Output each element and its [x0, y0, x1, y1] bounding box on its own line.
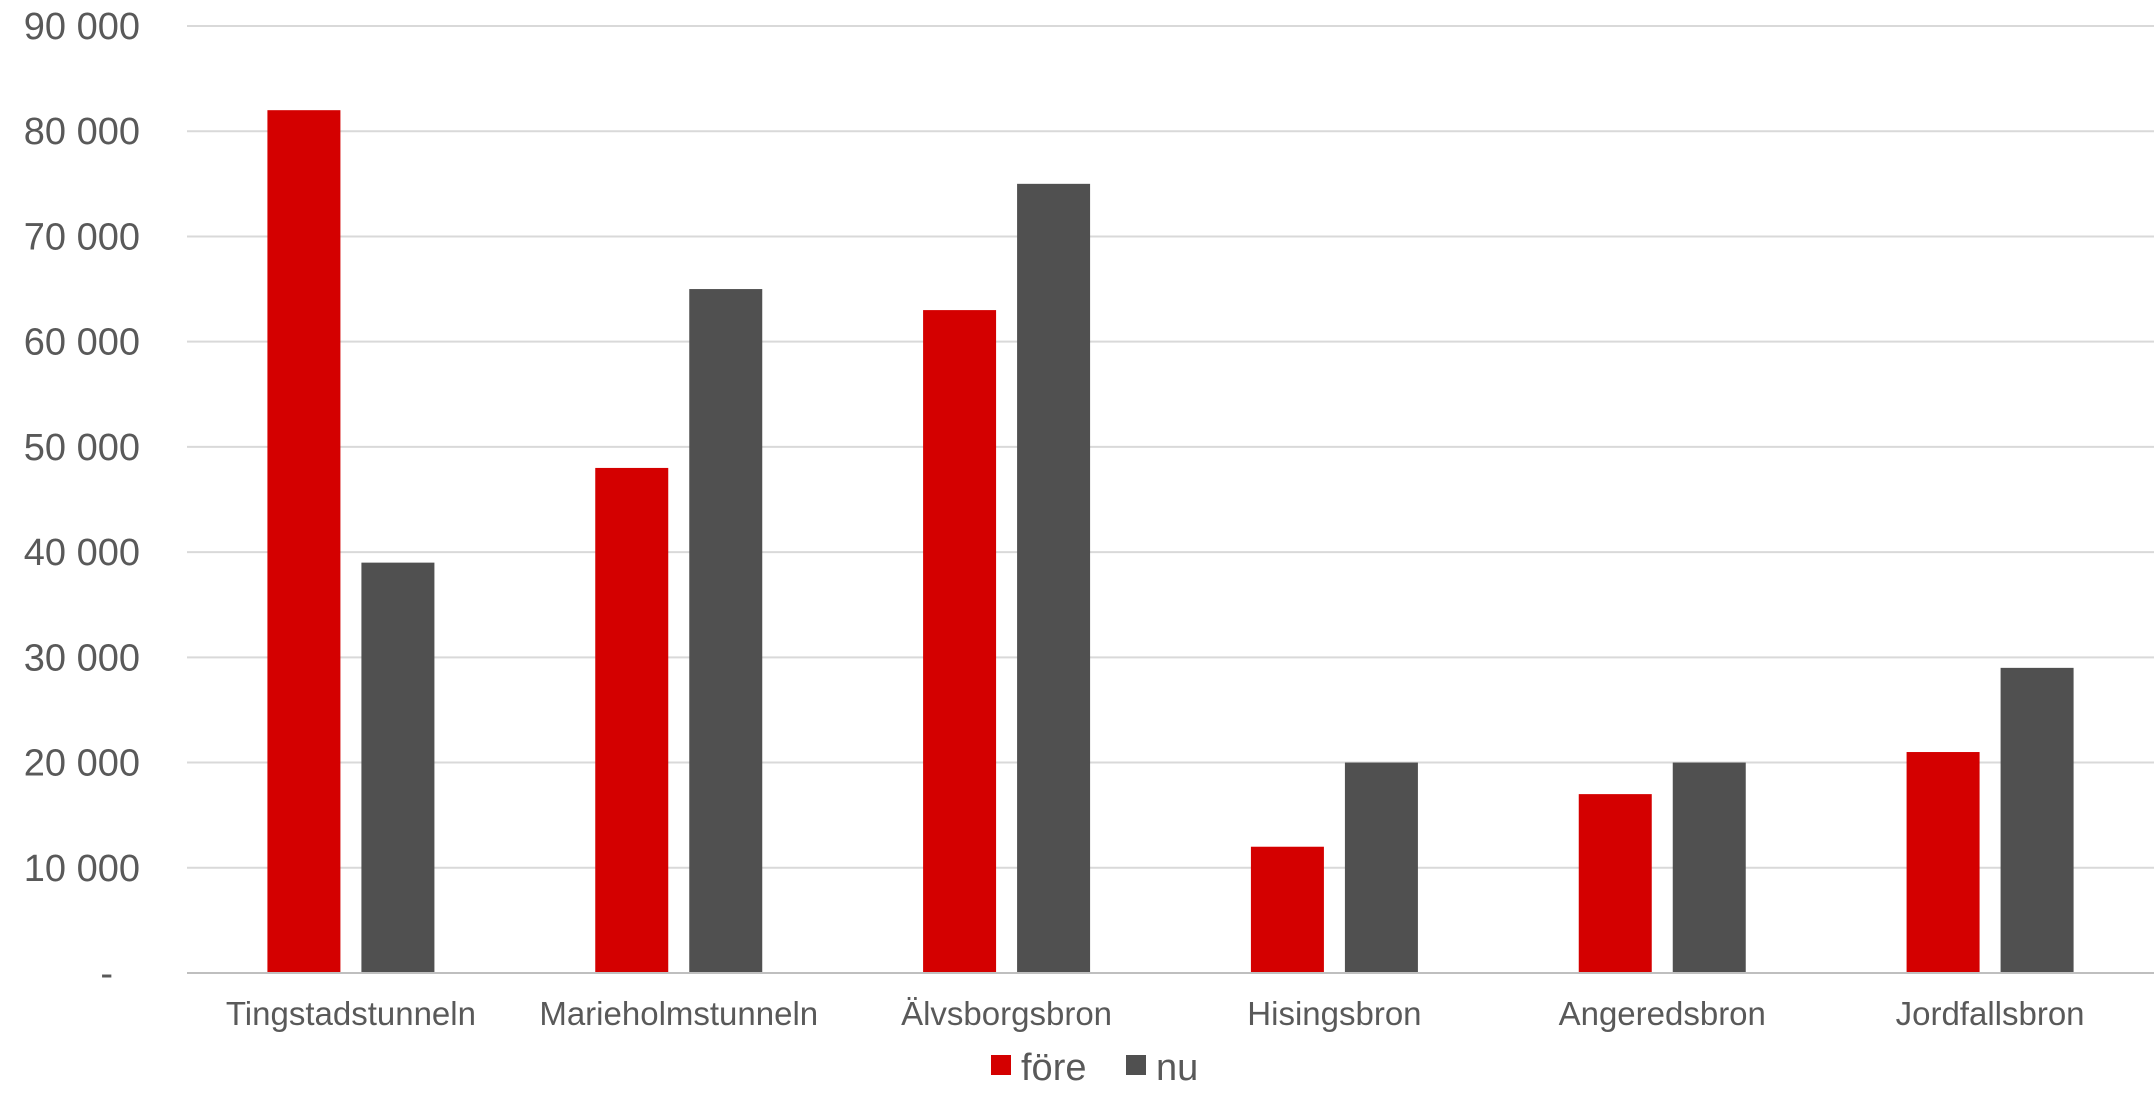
y-tick-label: 90 000 [24, 6, 140, 48]
bar-nu-marieholmstunneln [689, 289, 763, 973]
y-tick-label: 30 000 [24, 637, 140, 679]
y-tick-label: - [100, 953, 113, 995]
x-tick-label: Angeredsbron [1559, 995, 1766, 1032]
bars [267, 110, 2074, 974]
y-axis-ticks: - 10 000 20 000 30 000 40 000 50 000 60 000 70 … [24, 6, 140, 995]
bar-nu-tingstadstunneln [361, 562, 435, 973]
bar-nu-angeredsbron [1672, 762, 1746, 973]
legend: före nu [991, 1047, 1198, 1089]
bar-före-angeredsbron [1578, 794, 1652, 973]
y-tick-label: 40 000 [24, 532, 140, 574]
bar-före-jordfallsbron [1906, 752, 1980, 973]
bar-före-hisingsbron [1250, 846, 1324, 973]
bar-nu-jordfallsbron [2000, 667, 2074, 973]
y-tick-label: 70 000 [24, 216, 140, 258]
y-tick-label: 80 000 [24, 111, 140, 153]
x-tick-label: Tingstadstunneln [226, 995, 476, 1032]
bar-före-tingstadstunneln [267, 110, 341, 973]
y-tick-label: 10 000 [24, 848, 140, 890]
y-tick-label: 20 000 [24, 743, 140, 785]
x-tick-label: Marieholmstunneln [539, 995, 818, 1032]
bar-nu-hisingsbron [1344, 762, 1418, 973]
x-tick-label: Älvsborgsbron [901, 995, 1112, 1032]
x-tick-label: Hisingsbron [1247, 995, 1421, 1032]
legend-label-före: före [1021, 1047, 1086, 1089]
bar-före-älvsborgsbron [923, 310, 997, 974]
x-axis-ticks: Tingstadstunneln Marieholmstunneln Älvsbor… [226, 995, 2085, 1032]
legend-label-nu: nu [1156, 1047, 1198, 1089]
legend-swatch-nu [1126, 1055, 1146, 1075]
bar-före-marieholmstunneln [595, 467, 669, 973]
bar-nu-älvsborgsbron [1017, 183, 1091, 974]
gridlines [187, 25, 2154, 869]
legend-swatch-före [991, 1055, 1011, 1075]
x-tick-label: Jordfallsbron [1896, 995, 2085, 1032]
y-tick-label: 50 000 [24, 427, 140, 469]
y-tick-label: 60 000 [24, 322, 140, 364]
